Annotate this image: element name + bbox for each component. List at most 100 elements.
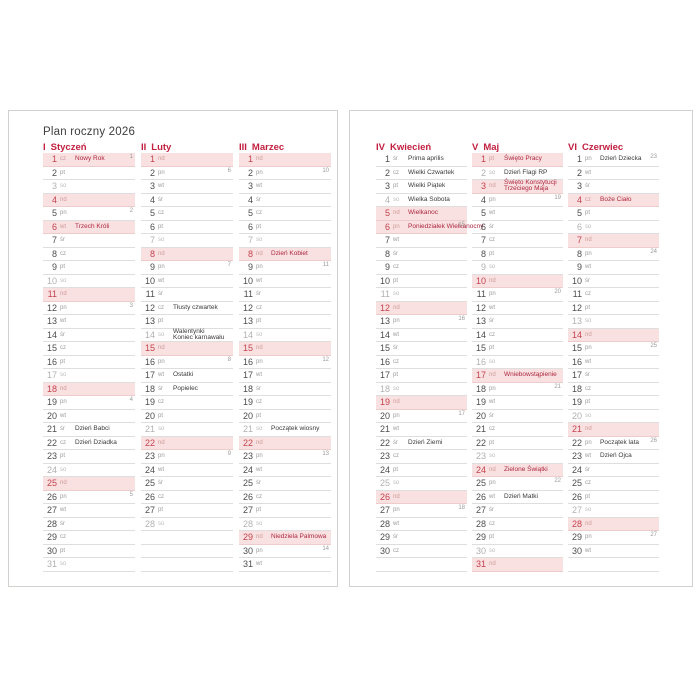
day-row: 30 so [472,545,563,558]
week-number: 12 [322,356,329,363]
day-number: 15 [144,343,155,354]
week-number: 17 [458,410,465,417]
day-row: 31 wt [239,558,331,572]
weekday-abbr: pn [60,399,67,406]
day-number: 16 [475,356,486,367]
day-number: 3 [51,181,57,192]
day-row: 30 cz [376,545,467,558]
weekday-abbr: cz [158,304,164,311]
day-number: 20 [144,410,155,421]
weekday-abbr: nd [393,210,400,217]
day-number: 10 [379,275,390,286]
weekday-abbr: pt [256,507,262,514]
day-row: 4 cz Boże Ciało [568,193,659,207]
day-number: 13 [379,316,390,327]
month-header: III Marzec [239,142,331,153]
holiday-label: Dzień Dziadka [75,438,117,446]
weekday-abbr: pt [158,412,164,419]
day-number: 6 [480,221,486,232]
day-number: 28 [242,518,253,529]
day-row: 16 wt [568,356,659,369]
day-row: 8 pt [472,248,563,261]
day-number: 4 [247,194,253,205]
day-number: 21 [46,424,57,435]
weekday-abbr: cz [393,169,399,176]
day-row [568,558,659,572]
day-row: 12 cz Tłusty czwartek [141,302,233,315]
day-number: 29 [475,532,486,543]
holiday-label: Dzień Flagi RP [504,168,548,176]
day-number: 4 [384,194,390,205]
weekday-abbr: śr [158,480,163,487]
weekday-abbr: pt [489,345,495,352]
day-row: 13 so [568,315,659,329]
day-number: 25 [46,478,57,489]
day-row: 20 pt [141,410,233,423]
weekday-abbr: cz [158,399,164,406]
weekday-abbr: śr [489,318,494,325]
day-row: 18 śr Popielec [141,383,233,396]
weekday-abbr: pn [489,291,496,298]
week-number: 15 [458,221,465,228]
week-number: 25 [650,343,657,349]
day-row: 11 so [376,288,467,302]
day-row: 30 wt [568,545,659,558]
weekday-abbr: pt [393,372,399,379]
day-number: 7 [480,235,486,246]
day-row: 24 śr [568,464,659,477]
day-row: 6 śr [472,221,563,234]
weekday-abbr: wt [256,561,262,568]
day-row: 5 cz [141,207,233,221]
weekday-abbr: wt [393,237,399,244]
holiday-label: Początek wiosny [271,425,320,433]
month-numeral: I [43,142,46,153]
day-number: 25 [379,478,390,489]
day-row: 7 so [141,234,233,248]
weekday-abbr: so [585,412,592,419]
day-number: 5 [149,208,155,219]
weekday-abbr: pn [158,453,165,460]
weekday-abbr: nd [585,426,592,433]
day-row: 26 pn 5 [43,491,135,504]
weekday-abbr: pt [256,318,262,325]
day-row: 18 so [376,383,467,396]
day-row: 5 pn 2 [43,207,135,221]
day-number: 26 [46,491,57,502]
day-row: 22 pt [472,437,563,450]
weekday-abbr: cz [393,264,399,271]
day-row: 28 wt [376,518,467,531]
day-number: 9 [149,262,155,273]
day-row: 24 wt [141,464,233,477]
week-number: 10 [322,167,329,174]
day-number: 24 [46,464,57,475]
day-row: 20 wt [43,410,135,423]
day-row: 16 pt [43,356,135,369]
day-number: 27 [144,505,155,516]
day-row: 12 pt [568,302,659,315]
holiday-label: Dzień Ziemi [408,438,443,446]
week-number: 23 [650,154,657,160]
weekday-abbr: wt [256,183,262,190]
weekday-abbr: so [489,547,496,554]
day-number: 9 [51,262,57,273]
day-number: 12 [571,302,582,313]
month-name: Maj [483,142,500,153]
weekday-abbr: pn [393,412,400,419]
day-number: 20 [46,410,57,421]
month-name: Styczeń [50,142,87,153]
day-number: 11 [572,289,582,300]
day-row: 29 cz [43,531,135,545]
weekday-abbr: nd [489,183,496,190]
week-number: 19 [554,194,561,201]
day-row: 2 pn 10 [239,167,331,180]
day-row: 4 so Wielka Sobota [376,194,467,207]
weekday-abbr: so [60,183,67,190]
weekday-abbr: pn [158,169,165,176]
holiday-label: Wielkanoc [408,209,438,217]
day-number: 15 [242,343,253,354]
